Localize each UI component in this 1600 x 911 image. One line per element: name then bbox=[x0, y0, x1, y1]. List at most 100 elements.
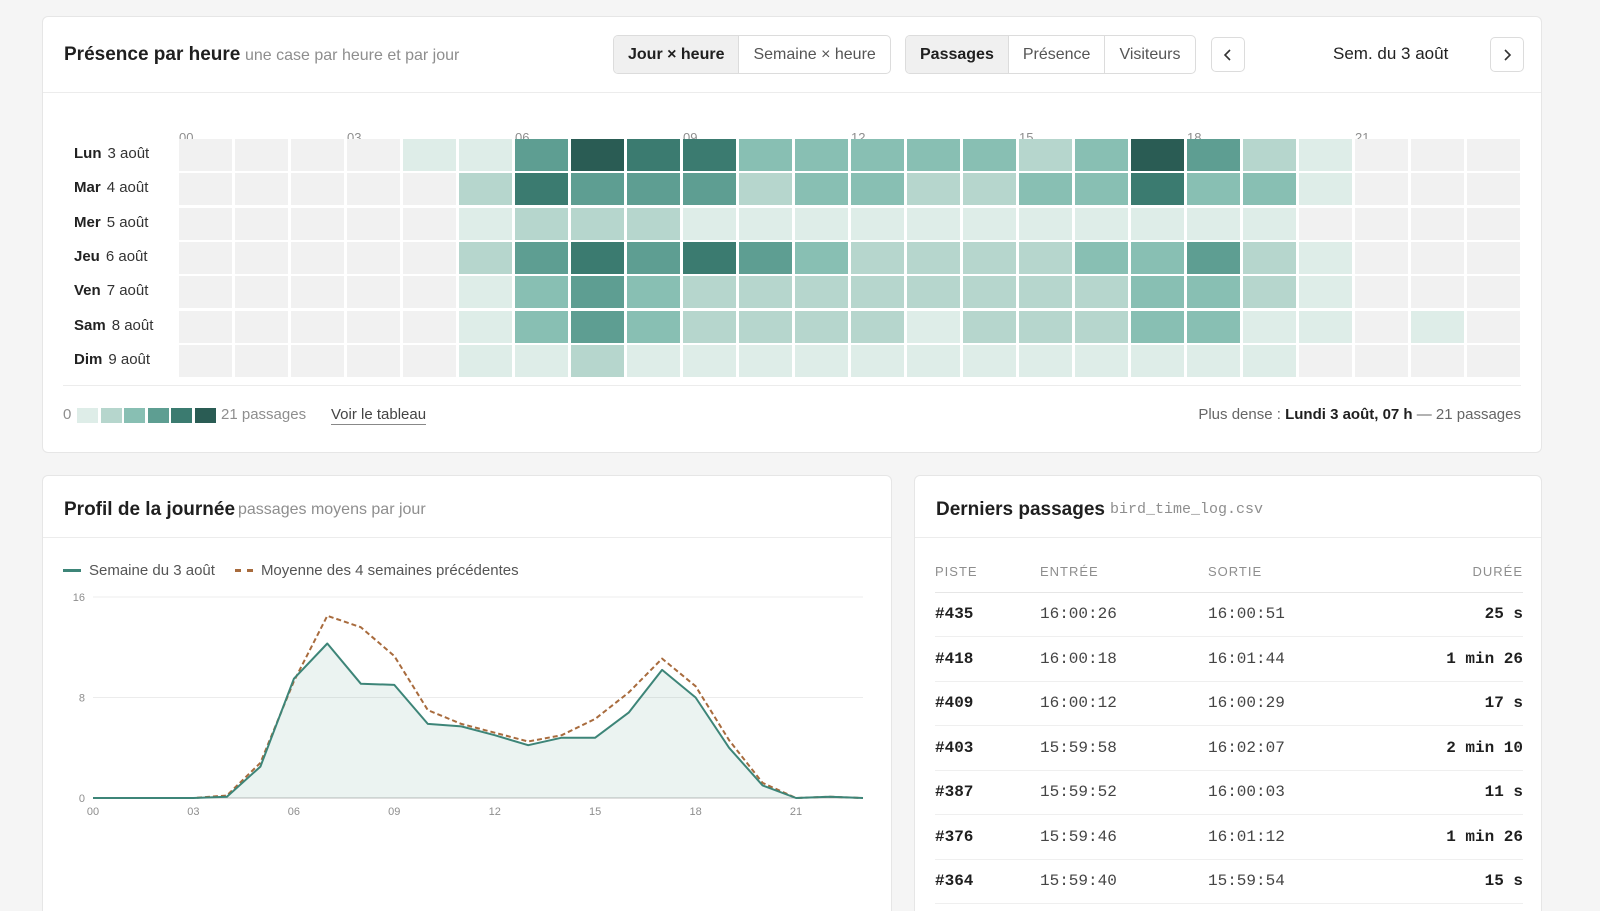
heatmap-cell[interactable] bbox=[1075, 310, 1128, 343]
heatmap-cell[interactable] bbox=[347, 241, 400, 274]
heatmap-cell[interactable] bbox=[235, 241, 288, 274]
heatmap-cell[interactable] bbox=[1355, 241, 1408, 274]
heatmap-cell[interactable] bbox=[1299, 344, 1352, 377]
heatmap-cell[interactable] bbox=[907, 139, 960, 171]
heatmap-cell[interactable] bbox=[1299, 276, 1352, 309]
heatmap-cell[interactable] bbox=[1411, 173, 1464, 206]
heatmap-cell[interactable] bbox=[1355, 173, 1408, 206]
heatmap-cell[interactable] bbox=[571, 173, 624, 206]
table-row[interactable]: #376 15:59:46 16:01:12 1 min 26 bbox=[935, 814, 1523, 860]
table-row[interactable]: #387 15:59:52 16:00:03 11 s bbox=[935, 770, 1523, 815]
heatmap-cell[interactable] bbox=[347, 139, 400, 171]
heatmap-cell[interactable] bbox=[403, 207, 456, 240]
heatmap-cell[interactable] bbox=[1131, 207, 1184, 240]
view-table-link[interactable]: Voir le tableau bbox=[331, 406, 427, 425]
heatmap-cell[interactable] bbox=[1467, 207, 1520, 240]
heatmap-cell[interactable] bbox=[179, 310, 232, 343]
heatmap-cell[interactable] bbox=[683, 276, 736, 309]
heatmap-cell[interactable] bbox=[515, 344, 568, 377]
heatmap-cell[interactable] bbox=[459, 310, 512, 343]
heatmap-cell[interactable] bbox=[1243, 173, 1296, 206]
heatmap-cell[interactable] bbox=[1355, 207, 1408, 240]
heatmap-cell[interactable] bbox=[907, 310, 960, 343]
heatmap-cell[interactable] bbox=[1299, 139, 1352, 171]
heatmap-cell[interactable] bbox=[1467, 241, 1520, 274]
heatmap-cell[interactable] bbox=[1299, 207, 1352, 240]
heatmap-cell[interactable] bbox=[235, 207, 288, 240]
heatmap-cell[interactable] bbox=[571, 241, 624, 274]
heatmap-cell[interactable] bbox=[627, 241, 680, 274]
heatmap-cell[interactable] bbox=[1075, 344, 1128, 377]
heatmap-cell[interactable] bbox=[1187, 310, 1240, 343]
heatmap-cell[interactable] bbox=[851, 241, 904, 274]
heatmap-cell[interactable] bbox=[795, 310, 848, 343]
heatmap-cell[interactable] bbox=[1411, 276, 1464, 309]
heatmap-cell[interactable] bbox=[683, 173, 736, 206]
heatmap-cell[interactable] bbox=[963, 310, 1016, 343]
heatmap-cell[interactable] bbox=[1355, 276, 1408, 309]
heatmap-cell[interactable] bbox=[515, 310, 568, 343]
heatmap-cell[interactable] bbox=[1243, 344, 1296, 377]
heatmap-cell[interactable] bbox=[1411, 139, 1464, 171]
table-row[interactable]: #364 15:59:40 15:59:54 15 s bbox=[935, 859, 1523, 904]
heatmap-cell[interactable] bbox=[235, 139, 288, 171]
heatmap-cell[interactable] bbox=[291, 207, 344, 240]
next-week-button[interactable] bbox=[1490, 37, 1524, 72]
heatmap-cell[interactable] bbox=[851, 276, 904, 309]
heatmap-cell[interactable] bbox=[683, 207, 736, 240]
heatmap-cell[interactable] bbox=[571, 310, 624, 343]
heatmap-cell[interactable] bbox=[179, 276, 232, 309]
heatmap-cell[interactable] bbox=[907, 276, 960, 309]
heatmap-cell[interactable] bbox=[1355, 344, 1408, 377]
heatmap-cell[interactable] bbox=[795, 344, 848, 377]
heatmap-cell[interactable] bbox=[1075, 173, 1128, 206]
heatmap-cell[interactable] bbox=[291, 173, 344, 206]
heatmap-cell[interactable] bbox=[1131, 276, 1184, 309]
heatmap-cell[interactable] bbox=[291, 344, 344, 377]
heatmap-cell[interactable] bbox=[1019, 173, 1072, 206]
heatmap-cell[interactable] bbox=[1131, 173, 1184, 206]
heatmap-cell[interactable] bbox=[1019, 241, 1072, 274]
heatmap-cell[interactable] bbox=[515, 241, 568, 274]
heatmap-cell[interactable] bbox=[291, 310, 344, 343]
table-row[interactable]: #418 16:00:18 16:01:44 1 min 26 bbox=[935, 636, 1523, 682]
heatmap-cell[interactable] bbox=[963, 173, 1016, 206]
metric-toggle-passages[interactable]: Passages bbox=[906, 36, 1009, 73]
heatmap-cell[interactable] bbox=[347, 344, 400, 377]
heatmap-cell[interactable] bbox=[1187, 276, 1240, 309]
heatmap-cell[interactable] bbox=[907, 344, 960, 377]
heatmap-cell[interactable] bbox=[403, 310, 456, 343]
heatmap-cell[interactable] bbox=[851, 310, 904, 343]
heatmap-cell[interactable] bbox=[795, 173, 848, 206]
heatmap-cell[interactable] bbox=[1131, 241, 1184, 274]
heatmap-cell[interactable] bbox=[347, 207, 400, 240]
heatmap-cell[interactable] bbox=[907, 241, 960, 274]
heatmap-cell[interactable] bbox=[1243, 139, 1296, 171]
heatmap-cell[interactable] bbox=[907, 207, 960, 240]
heatmap-cell[interactable] bbox=[571, 207, 624, 240]
heatmap-cell[interactable] bbox=[1019, 139, 1072, 171]
heatmap-cell[interactable] bbox=[235, 173, 288, 206]
heatmap-cell[interactable] bbox=[1075, 139, 1128, 171]
heatmap-cell[interactable] bbox=[683, 310, 736, 343]
heatmap-cell[interactable] bbox=[795, 241, 848, 274]
heatmap-cell[interactable] bbox=[1187, 207, 1240, 240]
heatmap-cell[interactable] bbox=[627, 207, 680, 240]
heatmap-cell[interactable] bbox=[795, 207, 848, 240]
heatmap-cell[interactable] bbox=[963, 241, 1016, 274]
heatmap-cell[interactable] bbox=[291, 241, 344, 274]
heatmap-cell[interactable] bbox=[963, 207, 1016, 240]
heatmap-cell[interactable] bbox=[1187, 173, 1240, 206]
heatmap-cell[interactable] bbox=[515, 207, 568, 240]
heatmap-cell[interactable] bbox=[1467, 173, 1520, 206]
heatmap-cell[interactable] bbox=[851, 344, 904, 377]
heatmap-cell[interactable] bbox=[235, 344, 288, 377]
heatmap-cell[interactable] bbox=[1075, 276, 1128, 309]
heatmap-cell[interactable] bbox=[1467, 310, 1520, 343]
heatmap-cell[interactable] bbox=[1019, 310, 1072, 343]
heatmap-cell[interactable] bbox=[403, 173, 456, 206]
heatmap-cell[interactable] bbox=[571, 344, 624, 377]
heatmap-cell[interactable] bbox=[851, 139, 904, 171]
heatmap-cell[interactable] bbox=[851, 173, 904, 206]
heatmap-cell[interactable] bbox=[1411, 241, 1464, 274]
